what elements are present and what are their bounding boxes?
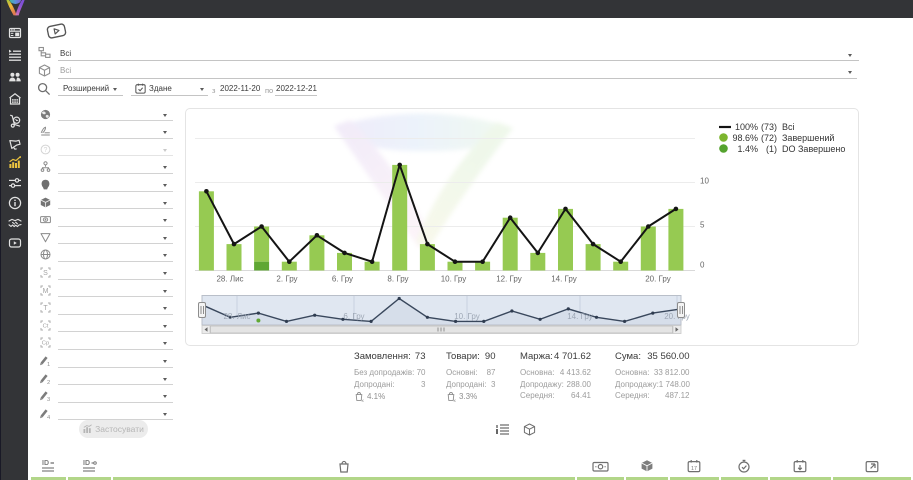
- svg-text:1: 1: [47, 362, 50, 366]
- svg-text:4: 4: [47, 414, 50, 418]
- svg-text:14. Гру: 14. Гру: [567, 312, 593, 321]
- svg-text:6. Гру: 6. Гру: [332, 275, 353, 284]
- svg-text:28. Лис: 28. Лис: [223, 312, 250, 321]
- svg-text:S: S: [43, 270, 48, 277]
- svg-text:2: 2: [47, 379, 50, 383]
- svg-text:?: ?: [44, 147, 48, 154]
- svg-text:10. Гру: 10. Гру: [454, 312, 480, 321]
- svg-text:10. Гру: 10. Гру: [441, 275, 467, 284]
- svg-text:x: x: [361, 398, 364, 402]
- svg-text:28. Лис: 28. Лис: [216, 275, 243, 284]
- svg-text:Cp: Cp: [42, 341, 49, 347]
- svg-text:17: 17: [691, 466, 697, 472]
- svg-text:ID: ID: [42, 460, 49, 467]
- svg-text:6. Гру: 6. Гру: [343, 312, 364, 321]
- svg-text:T: T: [43, 305, 48, 312]
- svg-text:8. Гру: 8. Гру: [387, 275, 408, 284]
- svg-text:20. Гру: 20. Гру: [645, 275, 671, 284]
- svg-text:Ct: Ct: [43, 323, 49, 329]
- svg-text:2. Гру: 2. Гру: [276, 275, 297, 284]
- svg-text:20. Гру: 20. Гру: [664, 312, 690, 321]
- svg-text:M: M: [43, 288, 49, 295]
- svg-text:3: 3: [47, 397, 50, 401]
- svg-text:0: 0: [700, 261, 705, 270]
- svg-text:12. Гру: 12. Гру: [496, 275, 522, 284]
- svg-text:5: 5: [700, 221, 705, 230]
- svg-text:14. Гру: 14. Гру: [551, 275, 577, 284]
- svg-text:10: 10: [700, 177, 709, 186]
- svg-text:ID: ID: [83, 460, 90, 467]
- svg-text:x: x: [453, 398, 456, 402]
